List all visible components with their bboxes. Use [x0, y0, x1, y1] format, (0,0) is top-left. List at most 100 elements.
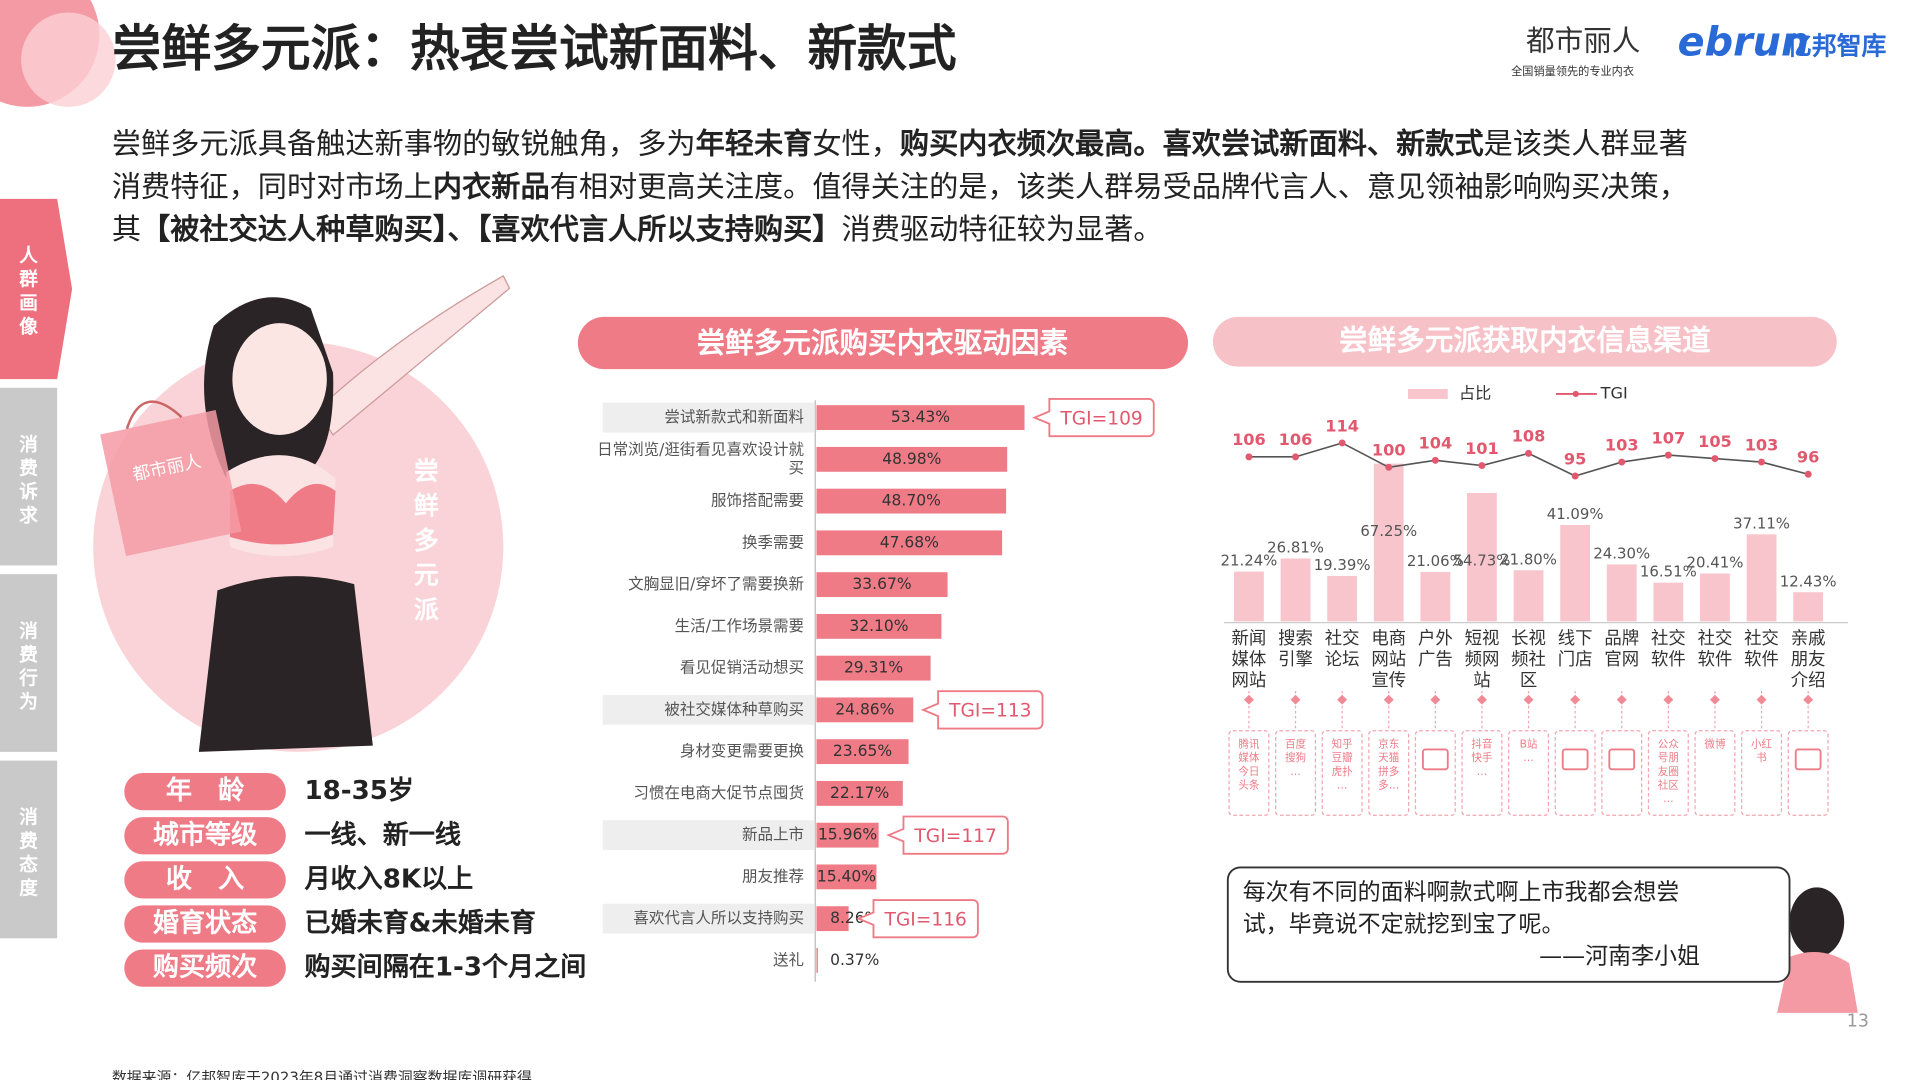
channel-box	[1554, 730, 1596, 816]
bar	[1560, 524, 1591, 622]
channel-box	[1694, 730, 1736, 816]
intro-segment: 内衣新品	[433, 169, 550, 203]
category-label: 文胸显旧/穿坏了需要换新	[628, 575, 804, 593]
intro-segment: 是该类人群显著	[1484, 126, 1688, 160]
row-highlight	[602, 402, 814, 433]
category-label: 日常浏览/逛街看见喜欢设计就买	[597, 440, 804, 477]
tgi-label: 103	[1745, 435, 1779, 454]
channel-box	[1508, 730, 1550, 816]
bag: 都市丽人	[100, 400, 242, 557]
tgi-point	[1618, 458, 1626, 466]
text-line: 公众	[1658, 738, 1680, 750]
tgi-label: 107	[1651, 428, 1685, 447]
text-line: 软件	[1698, 650, 1733, 670]
text-line: 官网	[1604, 650, 1639, 670]
attr-label: 收 入	[166, 864, 244, 894]
value-label: 47.68%	[880, 533, 939, 551]
tgi-point	[1758, 458, 1766, 466]
text-line: 社交	[1651, 629, 1686, 649]
intro-segment: 其	[112, 212, 141, 246]
value-label: 32.10%	[849, 617, 908, 635]
category-label: 服饰搭配需要	[711, 492, 804, 510]
channel-box	[1601, 730, 1643, 816]
intro-segment: 有相对更高关注度。值得关注的是，该类人群易受品牌代言人、意见领袖影响购买决策，	[550, 169, 1688, 203]
bar	[1746, 534, 1777, 622]
category-label: 送礼	[773, 951, 804, 969]
bar	[1467, 492, 1497, 622]
bar	[816, 697, 914, 723]
tgi-label: 96	[1797, 448, 1819, 467]
connector-dot	[1476, 694, 1487, 705]
channel-icon	[1561, 748, 1589, 771]
source: 数据来源：亿邦智库于2023年8月通过消费洞察数据库调研获得	[112, 1069, 532, 1080]
text-line: 行	[18, 667, 38, 689]
category-label: 户外广告	[1418, 629, 1453, 670]
text-line: 拼多	[1378, 765, 1399, 778]
attr-value: 购买间隔在1-3个月之间	[304, 952, 586, 983]
bar	[816, 530, 1003, 556]
value-label: 23.65%	[833, 742, 892, 760]
attr-value: 18-35岁	[304, 775, 413, 806]
tgi-point	[1338, 439, 1346, 447]
channel-note: 知乎豆瓣虎扑…	[1332, 737, 1354, 791]
text-line: 抖音	[1471, 737, 1492, 750]
value-label: 33.67%	[852, 575, 911, 593]
bar	[816, 613, 942, 639]
value-label: 24.86%	[835, 700, 894, 718]
category-label: 新闻媒体网站	[1232, 629, 1267, 691]
text-line: 度	[19, 877, 38, 899]
text-line: 社交	[1698, 629, 1733, 649]
bar	[816, 906, 849, 932]
connector-dot	[1570, 694, 1581, 705]
tgi-label: 106	[1279, 430, 1313, 449]
text-line: 日常浏览/逛街看见喜欢设计就	[597, 440, 804, 458]
category-label: 长视频社区	[1511, 629, 1546, 691]
category-label: 被社交媒体种草购买	[664, 700, 804, 718]
bag-handle	[125, 400, 183, 430]
intro-line: 消费特征，同时对市场上内衣新品有相对更高关注度。值得关注的是，该类人群易受品牌代…	[112, 169, 1688, 203]
channel-note: 百度搜狗…	[1285, 737, 1307, 777]
category-label: 朋友推荐	[742, 867, 804, 885]
connector-dot	[1523, 694, 1534, 705]
intro-line: 其【被社交达人种草购买】、【喜欢代言人所以支持购买】消费驱动特征较为显著。	[112, 212, 1163, 246]
bar	[816, 947, 818, 973]
tgi-label: TGI=109	[1059, 408, 1142, 429]
chart-header	[577, 316, 1189, 370]
text-line: 派	[414, 595, 439, 624]
tgi-point	[1664, 451, 1672, 459]
attr-value: 月收入8K以上	[303, 864, 473, 894]
tgi-label: TGI=113	[948, 701, 1031, 722]
channel-note: 抖音快手…	[1471, 737, 1493, 777]
channel-icon	[1421, 748, 1449, 771]
bar	[816, 446, 1008, 472]
nav-label: 人群画像	[19, 245, 38, 338]
bag-body	[100, 409, 242, 557]
text-line: 多	[414, 526, 439, 555]
brand-tagline: 全国销量领先的专业内衣	[1511, 64, 1634, 78]
attr-pill	[124, 817, 286, 855]
text-line: 费	[19, 458, 38, 479]
attr-value: 一线、新一线	[304, 819, 460, 850]
legend-swatch	[1408, 389, 1448, 399]
text-line: 网站	[1232, 671, 1267, 691]
nav-tab	[0, 387, 58, 566]
bar	[1420, 571, 1451, 622]
bar	[1793, 592, 1824, 622]
category-label: 社交软件	[1651, 629, 1686, 670]
nav-tab	[0, 574, 58, 752]
text-line: …	[1477, 766, 1488, 778]
bar	[816, 864, 877, 890]
text-line: 消	[19, 433, 38, 455]
text-line: 电商	[1371, 629, 1406, 649]
text-line: 豆瓣	[1332, 752, 1354, 764]
intro-segment: 年轻未育	[696, 126, 813, 160]
nav-tab	[0, 198, 73, 380]
channel-box	[1461, 730, 1503, 816]
tgi-callout	[1032, 398, 1155, 438]
text-line: 画	[19, 293, 38, 314]
text-line: 站	[1473, 671, 1490, 691]
channel-box	[1321, 730, 1363, 816]
bar	[1373, 463, 1404, 622]
text-line: 频社	[1511, 650, 1546, 670]
value-label: 0.37%	[830, 951, 879, 969]
